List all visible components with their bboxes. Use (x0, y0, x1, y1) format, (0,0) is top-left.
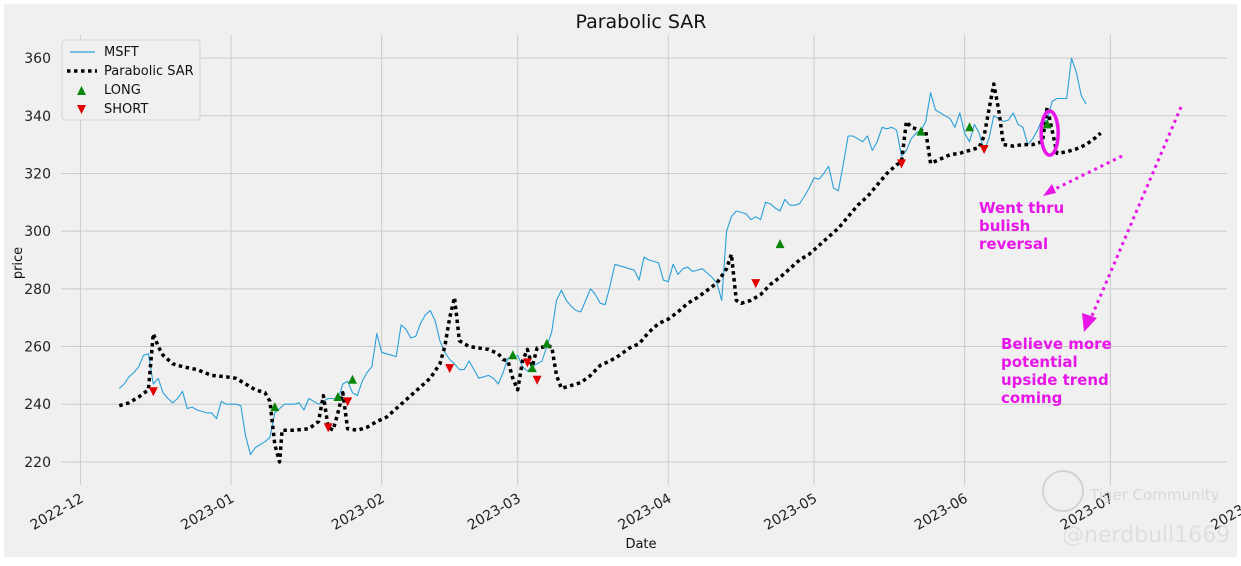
short-marker (979, 144, 989, 154)
note-went-thru-line-2: bulish (979, 217, 1030, 235)
short-marker (343, 397, 353, 407)
long-marker (348, 374, 357, 384)
long-marker (916, 126, 926, 136)
markers (148, 119, 1052, 433)
legend-label-short: SHORT (104, 102, 148, 117)
note-went-thru-line-3: reversal (979, 235, 1048, 253)
long-marker (527, 363, 537, 373)
series (118, 57, 1102, 464)
y-axis-ticks: 220 240 260 280 300 320 340 360 (24, 51, 51, 471)
annotation-arrow-went-thru (1050, 154, 1123, 193)
note-believe-more-line-3: upside trend (1001, 371, 1109, 389)
annotation-arrowhead-believe-more (1082, 313, 1097, 332)
watermark-brand: Tiger Community (1089, 486, 1219, 504)
short-marker (445, 364, 455, 374)
note-believe-more-line-1: Believe more (1001, 335, 1112, 353)
note-believe-more-line-4: coming (1001, 389, 1062, 407)
short-marker (532, 375, 542, 385)
short-marker (751, 279, 761, 289)
series-line-msft (118, 57, 1087, 456)
long-marker (333, 392, 343, 402)
plot-area (61, 35, 1227, 485)
long-marker (965, 122, 975, 132)
y-tick-label: 240 (24, 397, 51, 413)
annotations: Went thru bulish reversal Believe more p… (979, 106, 1183, 407)
y-tick-label: 320 (24, 166, 51, 182)
y-tick-label: 360 (24, 51, 51, 67)
long-marker (542, 338, 552, 348)
legend-swatch-short (77, 105, 86, 114)
y-tick-label: 260 (24, 340, 51, 356)
highlight-ellipse (1039, 109, 1060, 157)
short-marker (896, 159, 906, 169)
series-line-parabolic-sar (118, 82, 1102, 464)
long-marker (1042, 119, 1052, 129)
watermark: Tiger Community @nerdbull1669 (1042, 470, 1230, 548)
x-axis-label: Date (625, 537, 656, 552)
legend-label-sar: Parabolic SAR (104, 64, 194, 79)
note-went-thru-line-1: Went thru (979, 199, 1064, 217)
y-tick-label: 220 (24, 455, 51, 471)
short-marker (323, 423, 333, 433)
y-tick-label: 300 (24, 224, 51, 240)
annotation-arrowhead-went-thru (1043, 184, 1056, 196)
short-marker (148, 387, 158, 397)
grid (61, 35, 1227, 485)
tiger-logo-icon (1042, 470, 1084, 512)
long-marker (508, 350, 518, 360)
legend-label-msft: MSFT (104, 45, 139, 60)
y-axis-label: price (11, 247, 26, 279)
legend-label-long: LONG (104, 83, 141, 98)
long-marker (775, 239, 785, 249)
note-believe-more-line-2: potential (1001, 353, 1078, 371)
watermark-handle: @nerdbull1669 (1062, 523, 1230, 548)
legend: MSFT Parabolic SAR LONG SHORT (61, 39, 201, 121)
annotation-arrow-believe-more (1089, 106, 1183, 319)
chart-title: Parabolic SAR (575, 11, 706, 33)
short-marker (522, 358, 532, 368)
y-tick-label: 340 (24, 109, 51, 125)
legend-box (61, 39, 201, 121)
long-marker (270, 402, 280, 412)
y-tick-label: 280 (24, 282, 51, 298)
legend-swatch-long (77, 86, 86, 95)
